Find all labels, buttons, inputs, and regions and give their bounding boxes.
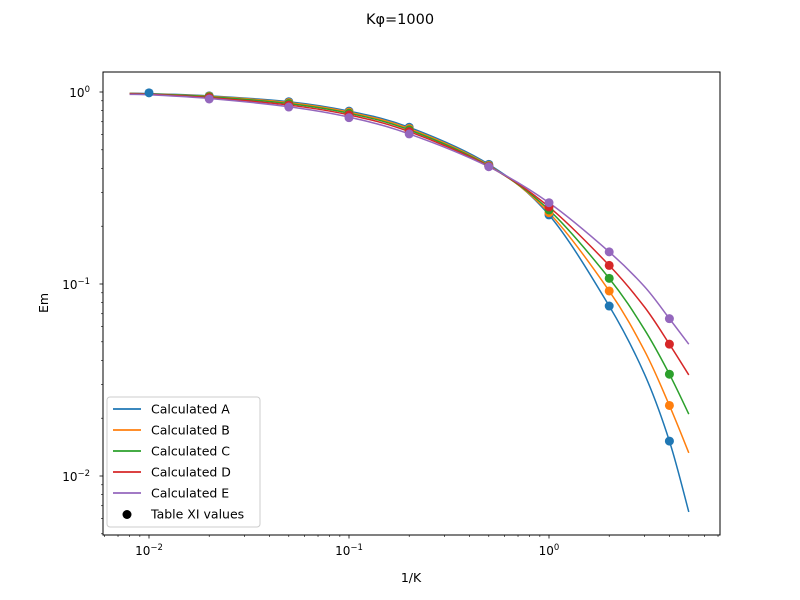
legend-item: Calculated D: [113, 465, 231, 480]
y-axis: 100 10−1 10−2: [62, 85, 103, 535]
x-tick-label: 100: [539, 543, 560, 558]
svg-text:Calculated D: Calculated D: [151, 465, 231, 480]
table-point: [484, 162, 494, 172]
table-point: [664, 436, 674, 446]
x-axis: 10−2 10−1 100: [104, 535, 719, 558]
table-point: [664, 314, 674, 324]
legend-item: Calculated C: [113, 444, 230, 459]
table-point: [404, 129, 414, 139]
legend-item: Calculated E: [113, 486, 229, 501]
table-point: [604, 273, 614, 283]
legend-item: Calculated A: [113, 402, 230, 417]
svg-text:Calculated B: Calculated B: [151, 423, 230, 438]
y-tick-label: 10−1: [62, 277, 90, 292]
table-point: [664, 400, 674, 410]
legend: Calculated A Calculated B Calculated C Calc…: [106, 396, 261, 528]
svg-text:Calculated A: Calculated A: [151, 402, 230, 417]
svg-text:Table XI values: Table XI values: [150, 507, 244, 522]
legend-item: Table XI values: [122, 507, 244, 522]
y-axis-label: Em: [36, 293, 51, 313]
table-points: [144, 88, 674, 446]
table-point: [344, 113, 354, 123]
table-point: [664, 339, 674, 349]
table-point: [544, 198, 554, 208]
table-point: [664, 369, 674, 379]
svg-text:Calculated C: Calculated C: [151, 444, 230, 459]
svg-text:Calculated E: Calculated E: [151, 486, 229, 501]
y-tick-label: 10−2: [62, 469, 90, 484]
chart-title: Kφ=1000: [366, 12, 434, 28]
x-tick-label: 10−1: [335, 543, 363, 558]
x-axis-label: 1/K: [401, 570, 422, 585]
table-point: [604, 286, 614, 296]
table-point: [284, 102, 294, 112]
legend-item: Calculated B: [113, 423, 230, 438]
table-point: [604, 247, 614, 257]
table-point: [604, 260, 614, 270]
y-tick-label: 100: [69, 85, 90, 100]
table-point: [604, 301, 614, 311]
x-tick-label: 10−2: [135, 543, 163, 558]
table-point: [144, 88, 154, 98]
table-point: [204, 94, 214, 104]
